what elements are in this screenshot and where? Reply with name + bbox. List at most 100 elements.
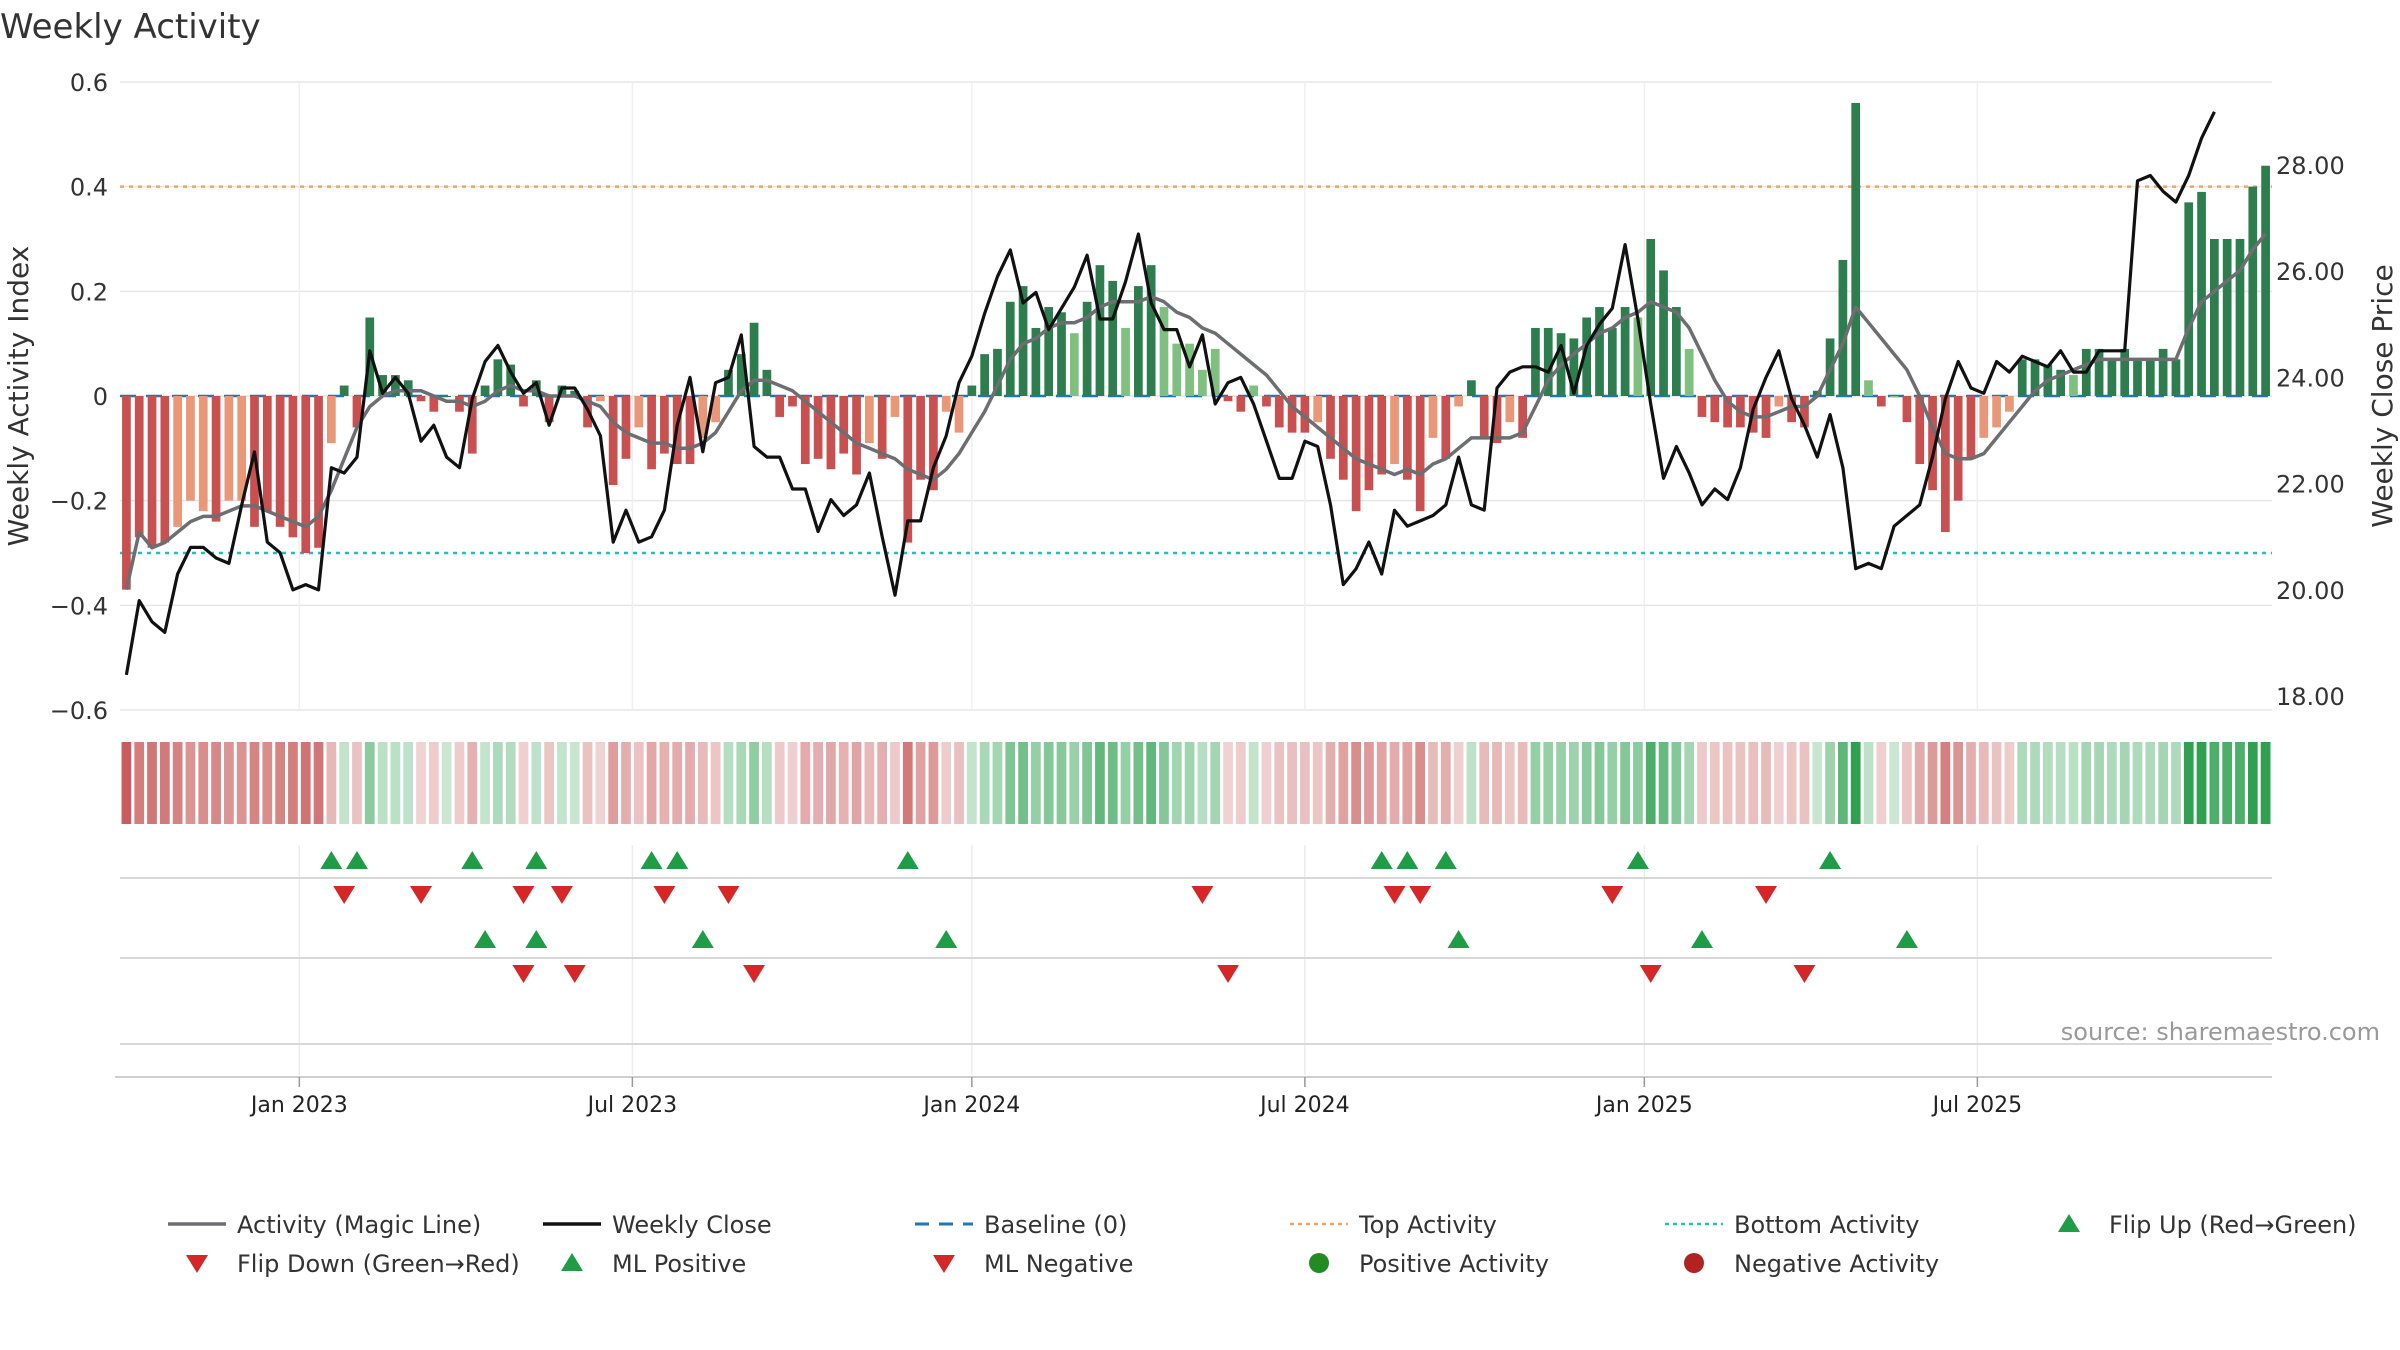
heat-strip-cell [1300, 742, 1310, 824]
heat-strip-cell [1274, 742, 1285, 824]
activity-bar [660, 396, 669, 454]
heat-strip-cell [1684, 742, 1695, 824]
legend-item-baseline: Baseline (0) [915, 1211, 1127, 1239]
x-tick-label: Jul 2024 [1258, 1093, 1350, 1118]
right-tick-label: 20.00 [2276, 577, 2345, 605]
activity-bar [1390, 396, 1399, 465]
heat-strip-cell [2158, 742, 2168, 824]
activity-bar [1979, 396, 1989, 438]
flip-up-marker [345, 851, 368, 869]
legend-label: Bottom Activity [1734, 1211, 1919, 1239]
heat-strip-cell [275, 742, 285, 824]
activity-bar [262, 396, 272, 512]
activity-bar [1121, 327, 1130, 396]
heat-strip-cell [979, 742, 990, 824]
heat-strip-cell [185, 742, 196, 824]
activity-bar [993, 348, 1002, 396]
heat-strip-cell [1466, 742, 1477, 824]
activity-bar [1723, 396, 1732, 428]
activity-bar [1287, 396, 1297, 433]
activity-bar [1966, 396, 1976, 459]
legend: Activity (Magic Line) Weekly Close Baselin… [168, 1211, 2357, 1278]
activity-bar [442, 396, 451, 397]
activity-bar [1262, 396, 1271, 407]
heat-strip-cell [838, 742, 849, 824]
legend-item-flipdown: Flip Down (Green→Red) [186, 1250, 520, 1278]
left-tick-label: −0.4 [50, 592, 108, 620]
legend-swatch [186, 1255, 208, 1273]
heat-strip-cell [1978, 742, 1989, 824]
activity-bar [929, 396, 938, 491]
activity-bar [1210, 348, 1220, 396]
activity-bar [1428, 396, 1438, 438]
flip-down-marker [512, 886, 535, 904]
heat-strip-cell [1569, 742, 1579, 824]
activity-bar [1492, 396, 1502, 444]
heat-strip-cell [2017, 742, 2028, 824]
heat-strip-cell [1517, 742, 1528, 824]
legend-label: ML Negative [984, 1250, 1133, 1278]
legend-label: Flip Up (Red→Green) [2109, 1211, 2357, 1239]
flip-down-marker [410, 886, 433, 904]
activity-bar [122, 396, 131, 590]
heat-strip-cell [2260, 742, 2271, 824]
flip-up-marker [320, 851, 343, 869]
activity-bar [749, 322, 759, 396]
heat-strip-cell [262, 742, 273, 824]
left-tick-label: −0.6 [50, 697, 108, 725]
heat-strip-cell [1927, 742, 1938, 824]
heat-strip-cell [557, 742, 567, 824]
activity-bar [2017, 359, 2027, 396]
right-tick-label: 26.00 [2276, 258, 2345, 286]
heat-strip-cell [1914, 742, 1925, 824]
heat-strip-cell [121, 742, 132, 824]
heat-strip-cell [2222, 742, 2233, 824]
heat-strip-cell [1543, 742, 1554, 824]
heat-strip-cell [902, 742, 913, 824]
activity-bar [2056, 369, 2065, 396]
activity-bar [2158, 348, 2168, 396]
activity-bar [1889, 396, 1899, 397]
activity-bar [800, 396, 810, 465]
heat-strip-cell [646, 742, 657, 824]
activity-bar [1198, 369, 1207, 396]
legend-label: Top Activity [1358, 1211, 1497, 1239]
heat-strip-cell [813, 742, 823, 824]
heat-strip-cell [1594, 742, 1605, 824]
x-tick-label: Jan 2025 [1594, 1093, 1693, 1118]
activity-bar [378, 375, 387, 396]
activity-bar [1479, 396, 1489, 438]
flip-up-marker [1819, 851, 1842, 869]
activity-bar [1005, 301, 1015, 396]
heat-strip-cell [954, 742, 964, 824]
activity-bar [2222, 239, 2232, 396]
activity-bar [288, 396, 298, 538]
heat-strip-cell [2055, 742, 2066, 824]
heat-strip-cell [1018, 742, 1028, 824]
heat-strip-cell [659, 742, 670, 824]
heat-strip-cell [1838, 742, 1848, 824]
left-tick-label: 0.2 [70, 278, 108, 306]
legend-item-magic: Activity (Magic Line) [168, 1211, 481, 1239]
heat-strip-cell [992, 742, 1003, 824]
ml-negative-marker [563, 965, 586, 983]
flip-down-marker [1383, 886, 1406, 904]
activity-bar [647, 396, 656, 470]
heat-strip-cell [352, 742, 362, 824]
heat-strip-cell [428, 742, 439, 824]
heat-strip-cell [1863, 742, 1874, 824]
heat-strip-cell [1799, 742, 1810, 824]
activity-bar [1403, 396, 1412, 480]
legend-swatch [1309, 1253, 1329, 1273]
heat-strip-cell [2247, 742, 2258, 824]
activity-bar [1774, 396, 1784, 407]
activity-bar [186, 396, 195, 501]
ml-negative-marker [1639, 965, 1662, 983]
chart-title: Weekly Activity [0, 7, 261, 47]
heat-strip-cell [339, 742, 350, 824]
grid-lines [120, 81, 2272, 1075]
activity-bar [1953, 396, 1963, 501]
activity-bar [1338, 396, 1348, 480]
heat-strip-cell [403, 742, 414, 824]
heat-strip-cell [1005, 742, 1016, 824]
